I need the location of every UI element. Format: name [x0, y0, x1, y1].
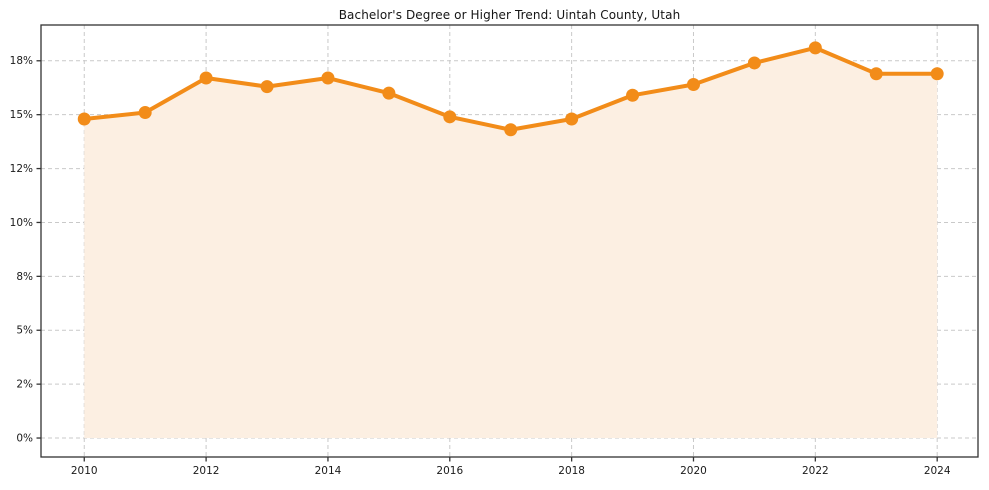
y-tick-label: 18%: [10, 55, 33, 67]
x-tick-label: 2016: [436, 465, 463, 477]
x-tick-label: 2010: [71, 465, 98, 477]
y-tick-label: 8%: [16, 271, 33, 283]
data-point: [77, 112, 91, 126]
x-tick-label: 2024: [924, 465, 951, 477]
area-fill: [84, 47, 938, 439]
data-point: [443, 110, 457, 124]
data-point: [321, 71, 335, 85]
x-tick-label: 2020: [680, 465, 707, 477]
data-point: [808, 41, 822, 55]
data-point: [199, 71, 213, 85]
y-tick-label: 12%: [10, 163, 33, 175]
x-tick-label: 2012: [193, 465, 220, 477]
data-point: [869, 67, 883, 81]
data-point: [686, 77, 700, 91]
chart-title: Bachelor's Degree or Higher Trend: Uinta…: [338, 8, 681, 22]
data-point: [747, 56, 761, 70]
y-tick-label: 10%: [10, 217, 33, 229]
data-point: [138, 106, 152, 120]
y-tick-label: 5%: [16, 325, 33, 337]
data-point: [504, 123, 518, 137]
x-tick-label: 2014: [315, 465, 342, 477]
data-point: [930, 67, 944, 81]
data-point: [565, 112, 579, 126]
x-tick-label: 2018: [558, 465, 585, 477]
y-tick-label: 15%: [10, 109, 33, 121]
x-tick-label: 2022: [802, 465, 829, 477]
y-tick-label: 2%: [16, 379, 33, 391]
data-point: [382, 86, 396, 100]
y-tick-label: 0%: [16, 432, 33, 444]
axis-frame: [40, 24, 979, 458]
data-point: [260, 80, 274, 94]
data-point: [626, 88, 640, 102]
